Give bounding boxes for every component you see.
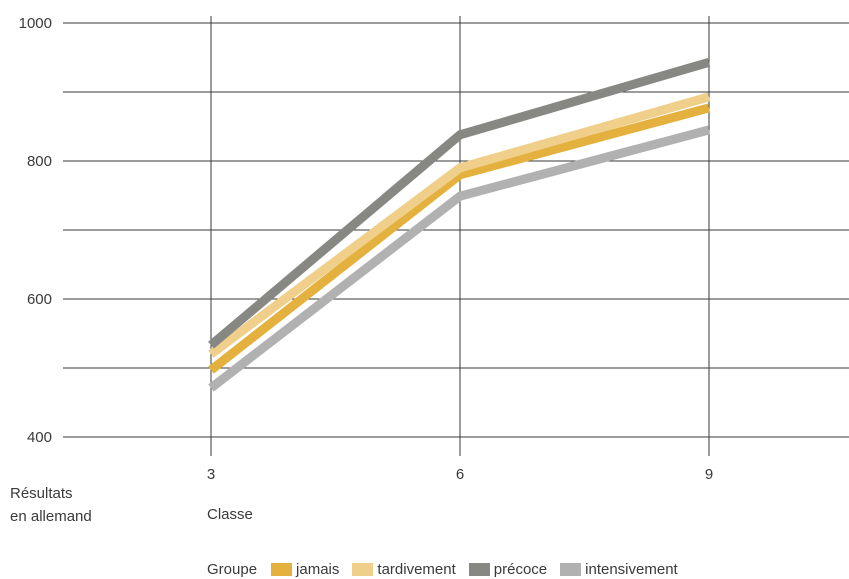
- x-tick-label: 6: [456, 466, 464, 483]
- y-tick-label: 400: [27, 429, 52, 446]
- legend-swatch: [468, 563, 490, 576]
- legend-title: Groupe: [207, 561, 258, 578]
- legend-item-jamais: jamais: [271, 561, 339, 578]
- legend-item-intensivement: intensivement: [560, 561, 678, 578]
- y-tick-labels: 400 600 800 1000: [19, 15, 52, 446]
- grid: [63, 16, 849, 456]
- legend-item-precoce: précoce: [468, 561, 548, 578]
- x-axis-label: Classe: [207, 506, 253, 523]
- y-tick-label: 1000: [19, 15, 52, 32]
- legend-label: précoce: [493, 561, 548, 578]
- legend: Groupe jamais tardivement précoce intens…: [207, 561, 691, 578]
- legend-swatch: [352, 563, 374, 576]
- legend-swatch: [560, 563, 582, 576]
- series-line-intensivement: [208, 125, 711, 392]
- y-axis-label-line-1: Résultats: [10, 485, 73, 502]
- x-tick-label: 3: [207, 466, 215, 483]
- legend-label: intensivement: [585, 561, 678, 578]
- legend-item-tardivement: tardivement: [352, 561, 456, 578]
- legend-swatch: [271, 563, 293, 576]
- y-tick-label: 800: [27, 153, 52, 170]
- y-tick-label: 600: [27, 291, 52, 308]
- series-line-précoce: [208, 57, 711, 349]
- y-axis-label: Résultats en allemand: [10, 482, 160, 528]
- x-tick-labels: 3 6 9: [207, 466, 713, 483]
- series-lines: [208, 57, 711, 392]
- series-line-jamais: [208, 103, 711, 374]
- x-tick-label: 9: [705, 466, 713, 483]
- legend-label: jamais: [296, 561, 340, 578]
- series-line-tardivement: [208, 92, 711, 358]
- legend-label: tardivement: [377, 561, 456, 578]
- y-axis-label-line-2: en allemand: [10, 508, 92, 525]
